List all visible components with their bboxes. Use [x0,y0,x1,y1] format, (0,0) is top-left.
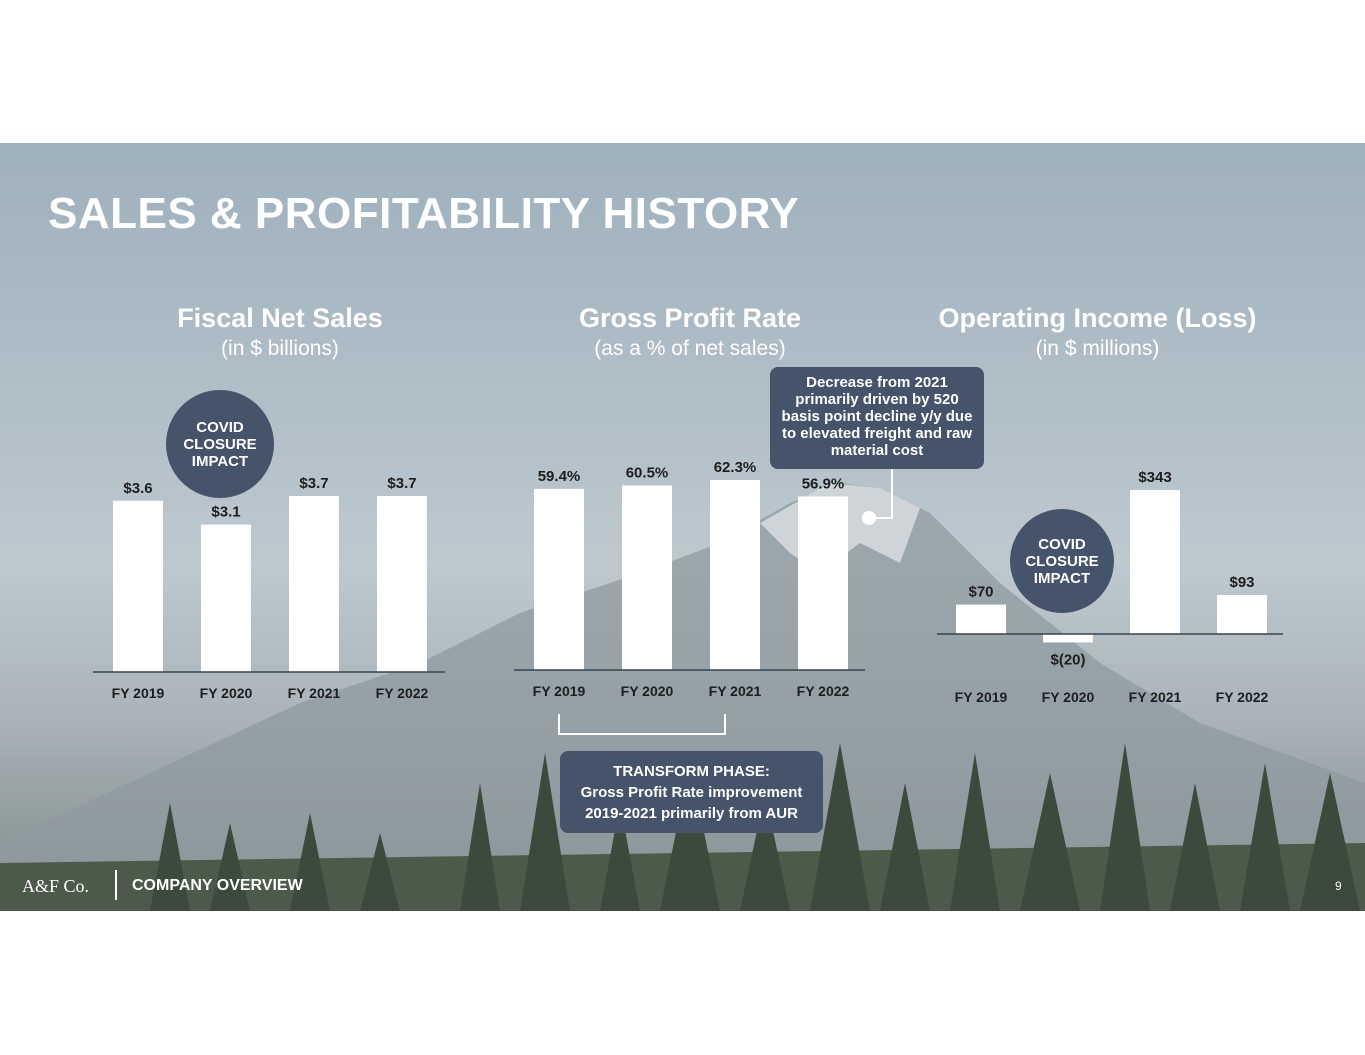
bar [1217,594,1267,634]
data-label: 62.3% [714,459,757,476]
bar [1043,634,1093,643]
transform-bracket [558,714,726,735]
slide: SALES & PROFITABILITY HISTORY Fiscal Net… [0,143,1365,911]
chart-title-net-sales: Fiscal Net Sales [177,303,383,333]
bar [113,500,163,672]
bar [201,524,251,672]
covid-badge-label: COVID CLOSURE IMPACT [1025,535,1099,587]
data-label: $(20) [1050,651,1085,668]
data-label: $343 [1138,469,1171,486]
covid-badge-label: COVID CLOSURE IMPACT [183,418,257,470]
bar [622,485,672,670]
data-label: 56.9% [802,475,845,492]
bar [956,604,1006,634]
bar [377,496,427,672]
bar [534,488,584,670]
callout-connector-dot [862,511,876,525]
category-tick-label: FY 2019 [955,689,1008,705]
data-label: $3.7 [387,475,416,492]
callout-heading: TRANSFORM PHASE: [613,763,770,780]
chart-title-gross-profit: Gross Profit Rate [578,303,802,333]
bar [710,480,760,670]
company-logo: A&F Co. [22,876,90,896]
page-number: 9 [1335,879,1342,893]
data-label: 59.4% [538,468,581,485]
bar [798,496,848,670]
category-tick-label: FY 2021 [1129,689,1182,705]
mountain-background-image [0,483,1365,911]
footer-section-label: COMPANY OVERVIEW [132,877,303,894]
footer-divider [115,870,117,900]
category-tick-label: FY 2021 [288,685,341,701]
bar-charts: $3.6 FY 2019 $3.1 FY 2020 $3.7 FY 2021 $3.7 FY … [93,459,1283,735]
category-tick-label: FY 2020 [200,685,253,701]
category-tick-label: FY 2019 [533,683,586,699]
callout-transform-phase: TRANSFORM PHASE: Gross Profit Rate impro… [560,751,823,833]
data-label: $3.6 [123,480,152,497]
callout-gross-profit-decrease: Decrease from 2021 primarily driven by 5… [770,367,984,469]
callout-connector [869,469,893,519]
data-label: $3.1 [211,504,240,521]
slide-title: SALES & PROFITABILITY HISTORY [48,189,800,238]
callout-line: 2019-2021 primarily from AUR [585,805,798,822]
callout-line: Gross Profit Rate improvement [580,784,803,801]
bar [1130,490,1180,634]
category-tick-label: FY 2022 [1216,689,1269,705]
chart-subtitle-operating-income: (in $ millions) [1035,337,1160,360]
chart-subtitle-net-sales: (in $ billions) [221,337,339,360]
data-label: $93 [1229,574,1254,591]
chart-title-operating-income: Operating Income (Loss) [938,303,1257,333]
covid-closure-badge-sales: COVID CLOSURE IMPACT [166,390,274,498]
category-tick-label: FY 2021 [709,683,762,699]
callout-text: Decrease from 2021 primarily driven by 5… [781,374,973,459]
category-tick-label: FY 2020 [1042,689,1095,705]
category-tick-label: FY 2020 [621,683,674,699]
category-tick-label: FY 2019 [112,685,165,701]
category-tick-label: FY 2022 [797,683,850,699]
data-label: $3.7 [299,475,328,492]
bar [289,496,339,672]
category-tick-label: FY 2022 [376,685,429,701]
data-label: 60.5% [626,464,669,481]
covid-closure-badge-income: COVID CLOSURE IMPACT [1010,509,1114,613]
data-label: $70 [968,584,993,601]
chart-subtitle-gross-profit: (as a % of net sales) [594,337,786,360]
